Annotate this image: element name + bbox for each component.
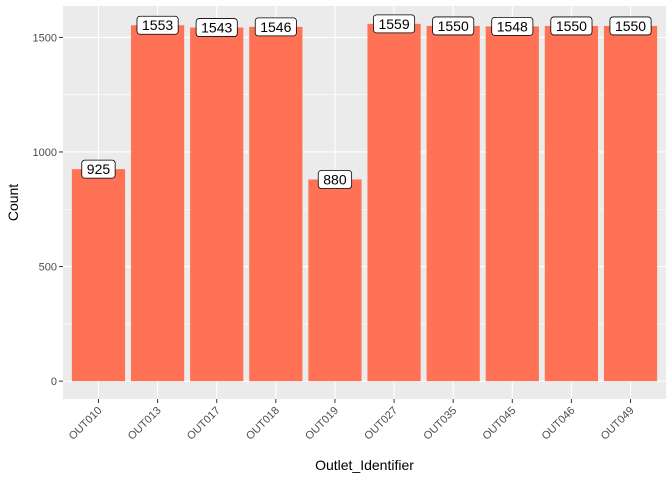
data-label-text: 1543 [201, 20, 232, 36]
y-axis: 0 500 1000 1500 [33, 32, 63, 388]
y-axis-title: Count [5, 184, 21, 221]
data-label-box [254, 17, 297, 37]
data-label-text: 925 [87, 161, 111, 177]
data-label-box [317, 170, 353, 189]
data-label-text: 1550 [615, 18, 646, 34]
data-labels: 925 1553 1543 1546 880 1559 1550 1548 1550 1550 [81, 14, 652, 189]
x-axis-title: Outlet_Identifier [315, 457, 414, 473]
bars [71, 23, 658, 382]
y-tick-label: 500 [39, 262, 57, 274]
data-label-box [432, 16, 475, 36]
data-label-text: 1548 [497, 18, 528, 34]
bar-out035 [426, 25, 480, 382]
bar-out046 [544, 25, 599, 382]
data-label-out010: 925 [81, 159, 116, 179]
data-label-box [81, 159, 116, 179]
bar-out045 [485, 26, 539, 382]
x-tick-label: OUT045 [481, 405, 519, 443]
data-label-box [373, 14, 416, 34]
data-label-box [609, 16, 652, 36]
data-label-box [550, 16, 593, 36]
bar-out018 [249, 26, 303, 382]
data-label-out017: 1543 [195, 18, 238, 37]
x-axis: OUT010 OUT013 OUT017 OUT018 OUT019 OUT027 OUT0… [67, 399, 637, 443]
x-tick-label: OUT049 [599, 405, 637, 443]
data-label-text: 1550 [438, 18, 469, 34]
data-label-text: 880 [323, 171, 347, 187]
x-tick-label: OUT019 [303, 405, 341, 443]
y-tick-label: 1500 [33, 32, 57, 44]
bar-out013 [130, 25, 185, 382]
y-tick-label: 1000 [33, 147, 57, 159]
data-label-out046: 1550 [550, 16, 593, 36]
x-tick-label: OUT027 [362, 405, 400, 443]
data-label-out013: 1553 [136, 15, 179, 35]
data-label-text: 1550 [556, 18, 587, 34]
bar-out017 [190, 27, 244, 382]
x-tick-label: OUT018 [244, 405, 282, 443]
data-label-box [195, 18, 238, 37]
data-label-out035: 1550 [432, 16, 475, 36]
bar-out010 [71, 169, 126, 382]
data-label-out045: 1548 [491, 16, 534, 36]
data-label-text: 1559 [378, 16, 409, 32]
data-label-out027: 1559 [373, 14, 416, 34]
x-tick-label: OUT013 [126, 405, 164, 443]
data-label-out018: 1546 [254, 17, 297, 37]
bar-out019 [308, 179, 362, 382]
data-label-out049: 1550 [609, 16, 652, 36]
data-label-out019: 880 [317, 170, 353, 189]
y-tick-label: 0 [51, 376, 57, 388]
data-label-text: 1546 [260, 19, 291, 35]
x-tick-label: OUT046 [540, 405, 578, 443]
x-tick-label: OUT017 [185, 405, 223, 443]
bar-out027 [367, 23, 421, 382]
x-tick-label: OUT010 [67, 405, 105, 443]
data-label-box [491, 16, 534, 36]
data-label-box [136, 15, 179, 35]
x-tick-label: OUT035 [421, 405, 459, 443]
bar-out049 [603, 25, 658, 382]
data-label-text: 1553 [142, 17, 173, 33]
